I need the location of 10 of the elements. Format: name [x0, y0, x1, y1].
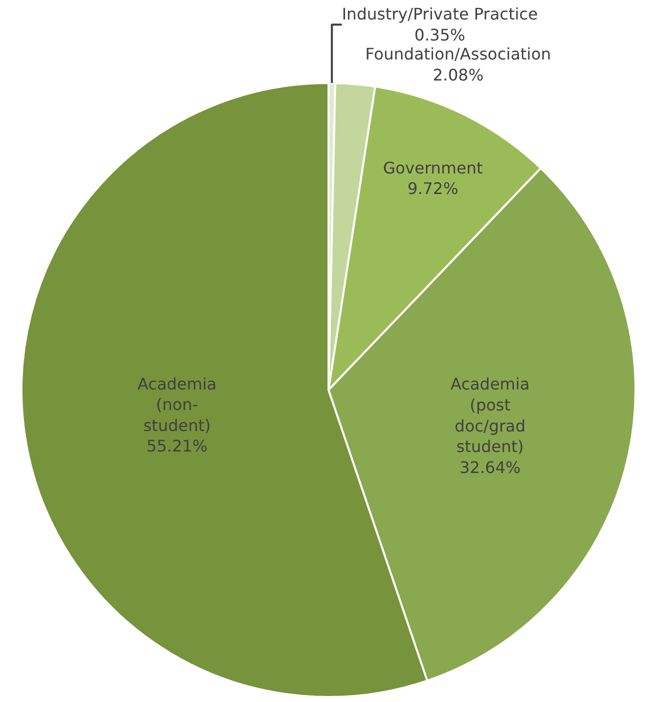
data-label: 32.64% [460, 458, 521, 477]
slice-label: Foundation/Association [365, 44, 552, 64]
slice-label: Academia (post doc/grad student) [450, 374, 530, 456]
data-label: 9.72% [407, 179, 458, 198]
slice-label: Academia (non-student) [137, 374, 217, 435]
data-label: 55.21% [146, 436, 208, 456]
data-label: 0.35% [414, 26, 466, 45]
slice-label: Government [382, 158, 483, 178]
data-label: 2.08% [432, 65, 484, 84]
slice-label: Industry/Private Practice [342, 4, 538, 24]
